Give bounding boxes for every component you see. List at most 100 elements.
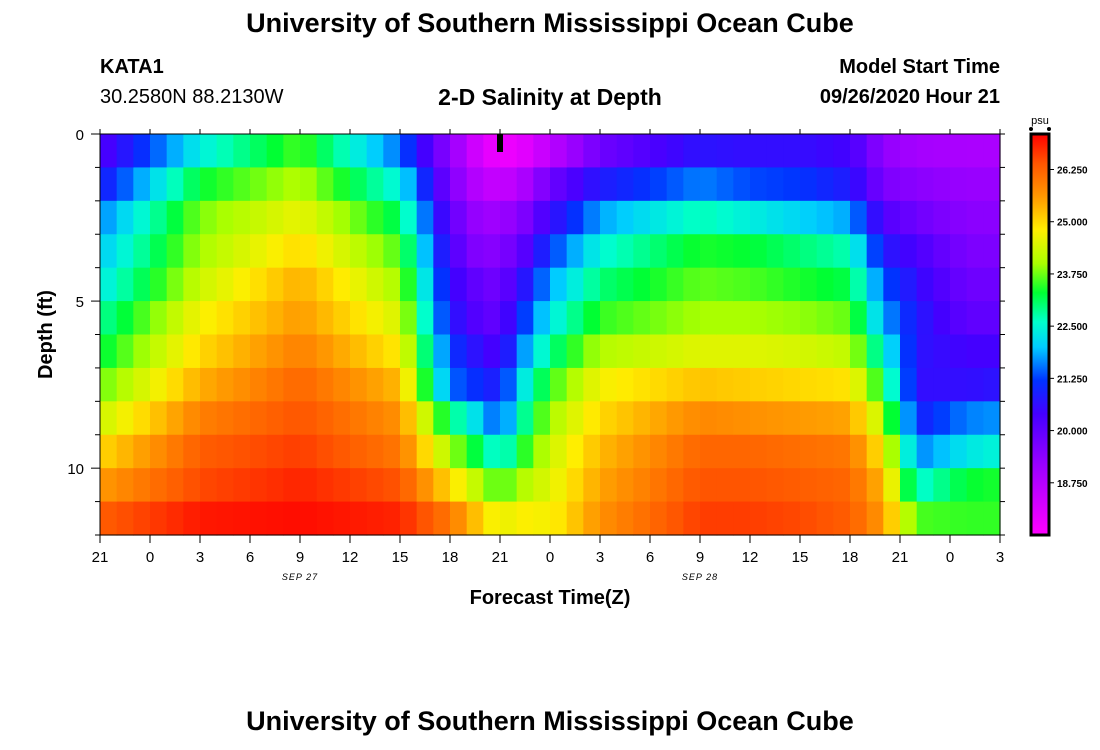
heatmap-cell bbox=[383, 301, 401, 336]
heatmap-cell bbox=[316, 167, 334, 202]
heatmap-cell bbox=[200, 434, 218, 469]
heatmap-cell bbox=[516, 334, 534, 369]
heatmap-cell bbox=[950, 367, 968, 402]
heatmap-cell bbox=[466, 434, 484, 469]
heatmap-cell bbox=[416, 367, 434, 402]
heatmap-cell bbox=[266, 434, 284, 469]
heatmap-cell bbox=[300, 501, 318, 536]
heatmap-cell bbox=[350, 334, 368, 369]
heatmap-cell bbox=[733, 200, 751, 235]
heatmap-cell bbox=[750, 234, 768, 269]
heatmap-cell bbox=[350, 134, 368, 169]
x-tick-label: 3 bbox=[996, 549, 1004, 566]
heatmap-cell bbox=[766, 134, 784, 169]
heatmap-cell bbox=[400, 401, 418, 436]
heatmap-cell bbox=[716, 501, 734, 536]
heatmap-cell bbox=[383, 501, 401, 536]
heatmap-cell bbox=[550, 267, 568, 302]
heatmap-cell bbox=[550, 468, 568, 503]
heatmap-cell bbox=[133, 200, 151, 235]
heatmap-cell bbox=[850, 401, 868, 436]
heatmap-cell bbox=[850, 200, 868, 235]
heatmap-cell bbox=[666, 267, 684, 302]
heatmap-cell bbox=[583, 200, 601, 235]
heatmap-cell bbox=[866, 434, 884, 469]
heatmap-cell bbox=[133, 301, 151, 336]
x-tick-label: 0 bbox=[146, 549, 154, 566]
heatmap-cell bbox=[216, 200, 234, 235]
heatmap-cell bbox=[300, 468, 318, 503]
heatmap-cell bbox=[216, 267, 234, 302]
heatmap-cell bbox=[833, 367, 851, 402]
heatmap-cell bbox=[200, 401, 218, 436]
x-tick-label: 18 bbox=[842, 549, 859, 566]
heatmap-cell bbox=[866, 234, 884, 269]
heatmap-cell bbox=[466, 301, 484, 336]
heatmap-cell bbox=[166, 301, 184, 336]
heatmap-cell bbox=[116, 401, 134, 436]
heatmap-cell bbox=[850, 468, 868, 503]
heatmap-cell bbox=[700, 234, 718, 269]
heatmap-cell bbox=[450, 301, 468, 336]
heatmap-cell bbox=[600, 468, 618, 503]
heatmap-cell bbox=[350, 200, 368, 235]
heatmap-cell bbox=[566, 434, 584, 469]
heatmap-cell bbox=[433, 134, 451, 169]
heatmap-cell bbox=[100, 468, 118, 503]
heatmap-cell bbox=[100, 301, 118, 336]
heatmap-cell bbox=[716, 267, 734, 302]
heatmap-cell bbox=[600, 334, 618, 369]
heatmap-cell bbox=[900, 301, 918, 336]
heatmap-cell bbox=[316, 434, 334, 469]
heatmap-cell bbox=[366, 134, 384, 169]
heatmap-cell bbox=[866, 401, 884, 436]
heatmap-cell bbox=[950, 434, 968, 469]
heatmap-cell bbox=[466, 367, 484, 402]
heatmap-cell bbox=[700, 401, 718, 436]
heatmap-cell bbox=[916, 167, 934, 202]
y-axis: 0 5 10 bbox=[67, 127, 1005, 536]
heatmap-cell bbox=[666, 167, 684, 202]
heatmap-cell bbox=[333, 367, 351, 402]
heatmap-cell bbox=[666, 334, 684, 369]
heatmap-cell bbox=[350, 167, 368, 202]
heatmap-cell bbox=[166, 267, 184, 302]
heatmap-cell bbox=[600, 501, 618, 536]
heatmap-cell bbox=[600, 267, 618, 302]
heatmap-cell bbox=[516, 501, 534, 536]
heatmap-cell bbox=[533, 301, 551, 336]
heatmap-cell bbox=[483, 501, 501, 536]
heatmap-cell bbox=[100, 167, 118, 202]
heatmap-cell bbox=[950, 200, 968, 235]
heatmap-cell bbox=[266, 267, 284, 302]
heatmap-cell bbox=[750, 367, 768, 402]
x-tick-label: 12 bbox=[742, 549, 759, 566]
station-id: KATA1 bbox=[100, 56, 164, 78]
heatmap-cell bbox=[233, 200, 251, 235]
heatmap-cell bbox=[816, 501, 834, 536]
heatmap-cell bbox=[950, 301, 968, 336]
heatmap-cell bbox=[466, 167, 484, 202]
heatmap-cell bbox=[683, 167, 701, 202]
heatmap-cell bbox=[700, 134, 718, 169]
heatmap-cell bbox=[650, 468, 668, 503]
heatmap-cell bbox=[750, 167, 768, 202]
heatmap-cell bbox=[133, 134, 151, 169]
heatmap-cell bbox=[750, 200, 768, 235]
heatmap-cell bbox=[416, 401, 434, 436]
heatmap-cell bbox=[200, 167, 218, 202]
heatmap-cell bbox=[883, 301, 901, 336]
heatmap-cell bbox=[983, 434, 1001, 469]
colorbar-tick-label: 20.000 bbox=[1057, 427, 1088, 438]
heatmap-cell bbox=[150, 367, 168, 402]
date-label: SEP 28 bbox=[682, 572, 718, 582]
heatmap-cell bbox=[583, 434, 601, 469]
heatmap-cell bbox=[850, 301, 868, 336]
heatmap-cell bbox=[483, 301, 501, 336]
heatmap-cell bbox=[616, 267, 634, 302]
heatmap-cell bbox=[266, 200, 284, 235]
heatmap-cell bbox=[183, 267, 201, 302]
heatmap-cell bbox=[533, 434, 551, 469]
heatmap-cell bbox=[450, 501, 468, 536]
heatmap-cell bbox=[966, 468, 984, 503]
